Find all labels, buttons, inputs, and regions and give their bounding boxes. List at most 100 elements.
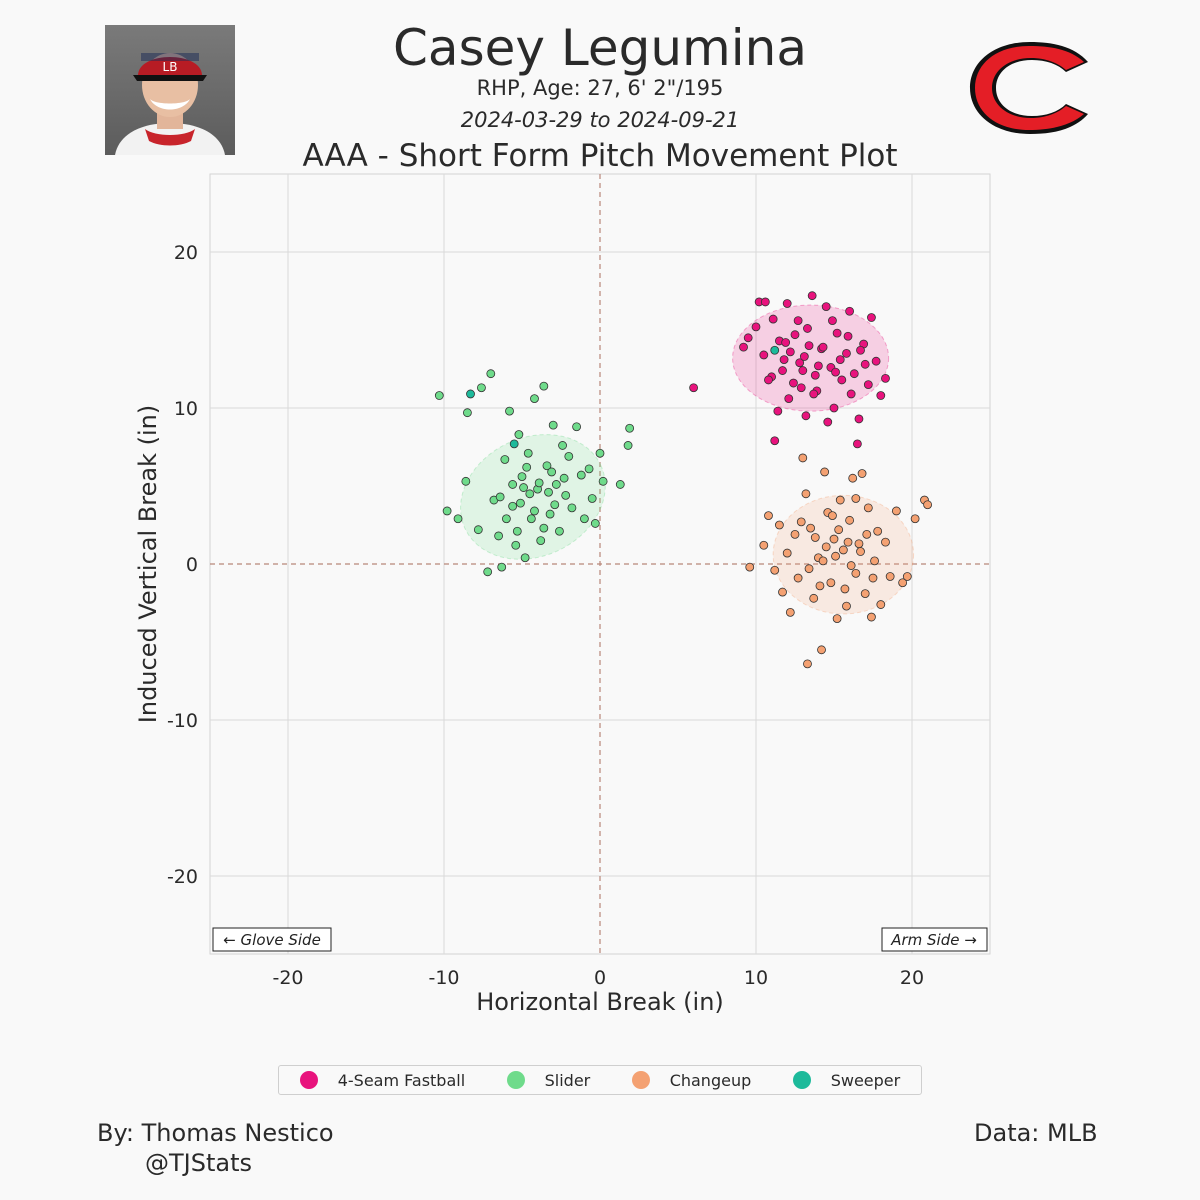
- point-sweeper: [509, 439, 519, 449]
- player-headshot: LB: [105, 25, 235, 155]
- point-slider: [561, 490, 571, 500]
- y-tick-label: -20: [167, 866, 198, 888]
- point-slider: [508, 480, 518, 489]
- pitch-points: [434, 291, 932, 669]
- point-slider: [520, 553, 530, 563]
- legend-item-slider: Slider: [506, 1071, 590, 1090]
- glove-side-label: ← Glove Side: [223, 931, 321, 949]
- point-slider: [473, 525, 483, 535]
- point-changeup: [862, 529, 872, 539]
- point-changeup: [840, 584, 850, 594]
- point-slider: [580, 514, 589, 524]
- point-slider: [534, 478, 544, 488]
- team-logo: [966, 42, 1092, 134]
- point-4-seam-fastball: [739, 342, 748, 352]
- point-sweeper: [770, 345, 780, 355]
- point-changeup: [843, 537, 853, 547]
- point-slider: [514, 430, 524, 439]
- data-source: Data: MLB: [974, 1119, 1098, 1147]
- point-changeup: [803, 659, 812, 669]
- point-slider: [497, 562, 507, 572]
- svg-text:LB: LB: [163, 60, 178, 74]
- point-4-seam-fastball: [821, 302, 831, 312]
- point-changeup: [873, 526, 883, 536]
- x-tick-label: -20: [272, 967, 303, 989]
- point-slider: [536, 536, 546, 545]
- point-slider: [587, 494, 597, 503]
- point-slider: [547, 467, 557, 477]
- point-4-seam-fastball: [803, 324, 812, 333]
- reds-c-logo-icon: [970, 42, 1088, 134]
- point-4-seam-fastball: [785, 347, 795, 357]
- point-4-seam-fastball: [798, 366, 808, 375]
- point-4-seam-fastball: [807, 291, 817, 301]
- arm-side-box: Arm Side →: [881, 927, 988, 952]
- point-4-seam-fastball: [789, 378, 798, 388]
- point-changeup: [834, 525, 844, 535]
- point-4-seam-fastball: [829, 403, 839, 413]
- point-changeup: [821, 542, 831, 552]
- ellipse-changeup: [772, 494, 915, 615]
- point-4-seam-fastball: [863, 380, 873, 390]
- point-slider: [522, 462, 532, 472]
- point-slider: [501, 514, 511, 524]
- point-changeup: [826, 578, 836, 588]
- legend-marker-sweeper: [792, 1071, 811, 1089]
- point-changeup: [832, 614, 842, 623]
- point-changeup: [902, 572, 912, 581]
- legend: 4-Seam Fastball Slider Changeup Sweeper: [278, 1065, 922, 1095]
- point-slider: [567, 503, 577, 513]
- point-4-seam-fastball: [854, 414, 864, 424]
- point-changeup: [923, 500, 932, 510]
- point-4-seam-fastball: [832, 328, 842, 338]
- point-slider: [590, 519, 600, 528]
- point-4-seam-fastball: [804, 341, 814, 351]
- point-slider: [551, 480, 561, 489]
- point-4-seam-fastball: [853, 439, 862, 449]
- point-4-seam-fastball: [768, 314, 778, 324]
- point-4-seam-fastball: [773, 406, 783, 416]
- point-changeup: [846, 561, 856, 570]
- point-changeup: [863, 503, 873, 513]
- point-4-seam-fastball: [856, 345, 865, 355]
- point-slider: [477, 383, 486, 393]
- point-4-seam-fastball: [831, 367, 840, 377]
- legend-marker-changeup: [631, 1071, 650, 1089]
- x-tick-label: 10: [744, 967, 768, 989]
- point-slider: [555, 526, 564, 536]
- point-slider: [483, 567, 493, 577]
- pitch-ellipses: [460, 304, 915, 615]
- legend-label-changeup: Changeup: [669, 1070, 752, 1090]
- point-changeup: [801, 489, 811, 499]
- point-4-seam-fastball: [760, 297, 770, 307]
- point-changeup: [851, 568, 861, 578]
- player-bio: RHP, Age: 27, 6' 2"/195: [476, 76, 724, 100]
- point-4-seam-fastball: [860, 359, 870, 369]
- point-changeup: [818, 556, 828, 566]
- point-slider: [494, 531, 504, 541]
- point-changeup: [857, 469, 867, 478]
- point-changeup: [759, 540, 769, 550]
- point-changeup: [881, 537, 890, 547]
- point-changeup: [856, 547, 865, 556]
- point-changeup: [831, 551, 840, 561]
- x-tick-label: 0: [594, 967, 606, 989]
- point-changeup: [876, 600, 886, 609]
- point-slider: [558, 441, 567, 450]
- player-name: Casey Legumina: [393, 19, 807, 77]
- point-slider: [542, 461, 552, 471]
- point-slider: [517, 472, 527, 482]
- point-changeup: [910, 514, 920, 524]
- point-changeup: [817, 645, 826, 655]
- point-changeup: [868, 573, 878, 583]
- point-4-seam-fastball: [790, 330, 800, 340]
- point-slider: [539, 381, 549, 391]
- point-slider: [508, 501, 518, 511]
- point-changeup: [885, 572, 895, 581]
- x-tick-label: -10: [428, 967, 459, 989]
- point-changeup: [745, 562, 755, 572]
- point-slider: [511, 540, 521, 550]
- point-slider: [625, 423, 635, 433]
- point-slider: [615, 480, 625, 489]
- point-4-seam-fastball: [881, 373, 890, 383]
